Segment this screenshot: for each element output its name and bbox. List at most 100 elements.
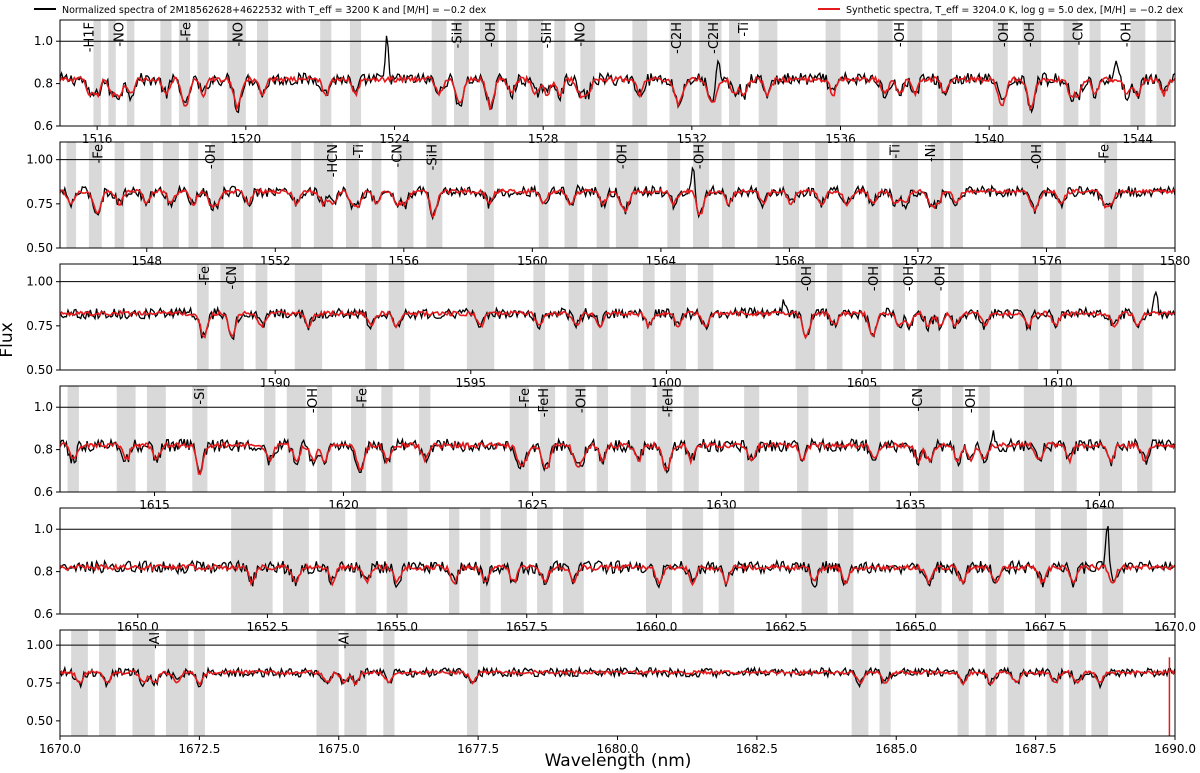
synthetic-spectrum-line bbox=[59, 562, 1176, 587]
mask-band bbox=[528, 20, 544, 126]
mask-band bbox=[801, 508, 828, 614]
mask-band bbox=[862, 264, 882, 370]
mask-band bbox=[596, 142, 610, 248]
y-tick-label: 1.0 bbox=[34, 34, 53, 48]
x-tick-label: 1662.5 bbox=[765, 620, 807, 634]
mask-band bbox=[264, 386, 276, 492]
panel-6: -Al -Al 1670.0 1672.5 1675.0 1677.5 1680.0 1682… bbox=[26, 629, 1196, 756]
mask-band bbox=[397, 142, 414, 248]
x-axis-label: Wavelength (nm) bbox=[545, 751, 692, 771]
line-id-label: -OH bbox=[902, 266, 917, 291]
mask-band bbox=[146, 386, 166, 492]
mask-band bbox=[537, 508, 553, 614]
mask-band bbox=[114, 142, 125, 248]
mask-band bbox=[718, 508, 735, 614]
mask-band bbox=[950, 142, 963, 248]
mask-band bbox=[563, 508, 584, 614]
mask-band bbox=[1034, 508, 1051, 614]
line-id-label: -OH bbox=[204, 144, 219, 169]
mask-band bbox=[1108, 264, 1121, 370]
x-tick-label: 1675.0 bbox=[318, 742, 360, 756]
mask-band bbox=[231, 508, 273, 614]
mask-band bbox=[132, 630, 155, 736]
mask-band bbox=[1104, 142, 1118, 248]
observed-spectrum-line bbox=[59, 526, 1176, 589]
line-id-label: -NO bbox=[573, 22, 588, 47]
y-tick-label: 0.6 bbox=[34, 485, 53, 499]
mask-band bbox=[196, 264, 209, 370]
line-id-label: -FeH bbox=[537, 388, 552, 417]
line-id-label: -OH bbox=[1023, 22, 1038, 47]
mask-band bbox=[916, 264, 941, 370]
mask-band bbox=[952, 386, 964, 492]
mask-band bbox=[815, 142, 828, 248]
synthetic-spectrum-line bbox=[59, 440, 1176, 475]
line-id-label: -OH bbox=[867, 266, 882, 291]
line-id-label: -C2H bbox=[670, 22, 685, 54]
y-axis-label: Flux bbox=[0, 322, 17, 357]
line-id-label: -Ti bbox=[352, 144, 367, 159]
x-tick-label: 1677.5 bbox=[457, 742, 499, 756]
mask-band bbox=[646, 508, 672, 614]
mask-band bbox=[1156, 20, 1172, 126]
y-tick-label: 0.6 bbox=[34, 119, 53, 133]
panel-2: -Fe -OH -HCN -Ti -CN -SiH -OH -OH -Ti -Ni -OH -Fe 15… bbox=[26, 141, 1190, 268]
mask-band bbox=[286, 386, 306, 492]
legend-synthetic-label: Synthetic spectra, T_eff = 3204.0 K, log… bbox=[846, 5, 1184, 16]
mask-band bbox=[1018, 264, 1039, 370]
mask-band bbox=[667, 142, 681, 248]
line-id-label: -Si bbox=[193, 388, 208, 405]
y-tick-label: 0.50 bbox=[26, 714, 53, 728]
y-tick-label: 0.8 bbox=[34, 443, 53, 457]
mask-band bbox=[596, 386, 609, 492]
legend: Normalized spectra of 2M18562628+4622532… bbox=[34, 5, 1184, 16]
mask-band bbox=[126, 20, 135, 126]
line-id-label: -SiH bbox=[451, 22, 466, 48]
line-id-label: -OH bbox=[933, 266, 948, 291]
mask-band bbox=[988, 508, 1004, 614]
mask-band bbox=[907, 20, 923, 126]
line-id-label: -Fe bbox=[355, 388, 370, 407]
mask-band bbox=[630, 386, 646, 492]
x-tick-label: 1665.0 bbox=[895, 620, 937, 634]
panels: -H1F -NO -Fe -NO -SiH -OH -SiH -NO -C2H -C2H -Ti -O… bbox=[26, 19, 1196, 756]
observed-spectrum-line bbox=[59, 430, 1176, 476]
mask-band bbox=[1102, 508, 1124, 614]
mask-band bbox=[317, 386, 333, 492]
mask-band bbox=[825, 20, 841, 126]
x-tick-label: 1652.5 bbox=[246, 620, 288, 634]
x-tick-label: 1670.0 bbox=[39, 742, 81, 756]
mask-band bbox=[88, 142, 102, 248]
line-id-label: -C2H bbox=[707, 22, 722, 54]
y-tick-label: 0.75 bbox=[26, 197, 53, 211]
line-id-label: -H1F bbox=[83, 22, 98, 52]
mask-band bbox=[371, 142, 382, 248]
mask-band bbox=[866, 142, 880, 248]
mask-band bbox=[67, 386, 79, 492]
mask-band bbox=[915, 508, 942, 614]
mask-band bbox=[162, 142, 179, 248]
mask-band bbox=[729, 20, 741, 126]
mask-band bbox=[1130, 20, 1146, 126]
mask-band bbox=[683, 386, 699, 492]
observed-spectrum-line bbox=[59, 665, 1176, 690]
y-tick-label: 1.00 bbox=[26, 638, 53, 652]
line-id-label: -Fe bbox=[518, 388, 533, 407]
mask-band bbox=[893, 264, 906, 370]
mask-band bbox=[538, 142, 549, 248]
line-id-label: -SiH bbox=[426, 144, 441, 170]
mask-band bbox=[431, 20, 447, 126]
mask-band bbox=[877, 20, 893, 126]
mask-band bbox=[632, 20, 648, 126]
mask-band bbox=[1137, 386, 1153, 492]
panel-frame bbox=[59, 385, 1176, 493]
line-id-label: -CN bbox=[1071, 22, 1086, 46]
mask-band bbox=[381, 386, 393, 492]
line-id-label: -OH bbox=[306, 388, 321, 413]
line-id-label: -CN bbox=[225, 266, 240, 290]
line-id-label: -Ni bbox=[924, 144, 939, 162]
y-tick-label: 0.8 bbox=[34, 565, 53, 579]
synthetic-spectrum-line bbox=[59, 74, 1176, 112]
line-id-label: -OH bbox=[1030, 144, 1045, 169]
